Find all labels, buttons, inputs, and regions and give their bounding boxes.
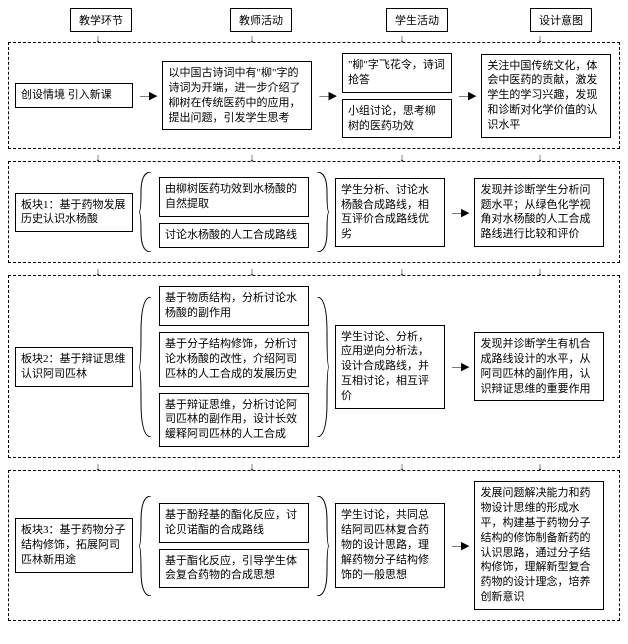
student-block3: 学生讨论，共同总结阿司匹林复合药物的设计思路，理解药物分子结构修饰的一般思想 [335, 503, 445, 587]
phase-block3: 板块3：基于药物分子结构修饰，拓展阿司匹林新用途 [15, 518, 133, 573]
arrow-icon: —▶ [458, 89, 475, 102]
brace-close-icon [315, 297, 329, 437]
section-block2: 板块2：基于辩证思维认识阿司匹林 基于物质结构，分析讨论水杨酸的副作用 基于分子… [8, 275, 620, 458]
teacher-block1-a: 由柳树医药功效到水杨酸的自然提取 [159, 177, 309, 217]
teacher-intro: 以中国古诗词中有"柳"字的诗词为开端，进一步介绍了柳树在传统医药中的应用，提出问… [162, 61, 312, 130]
phase-block2: 板块2：基于辩证思维认识阿司匹林 [15, 347, 133, 387]
student-intro-group: "柳"字飞花令，诗词抢答 小组讨论，思考柳树的医药功效 [342, 53, 452, 138]
student-block2: 学生讨论、分析，应用逆向分析法，设计合成路线，并互相讨论，相互评价 [335, 325, 445, 409]
teacher-block2-c: 基于辩证思维，分析讨论阿司匹林的副作用，设计长效缓释阿司匹林的人工合成 [159, 393, 309, 448]
arrow-icon: —▶ [451, 206, 468, 219]
brace-close-icon [315, 172, 329, 252]
phase-block1: 板块1：基于药物发展历史认识水杨酸 [15, 193, 133, 233]
brace-open-icon [139, 172, 153, 252]
intent-block3: 发展问题解决能力和药物设计思维的形成水平，构建基于药物分子结构的修饰制备新药的认… [474, 481, 604, 610]
phase-intro: 创设情境 引入新课 [15, 83, 133, 108]
section-intro: 创设情境 引入新课 —▶ 以中国古诗词中有"柳"字的诗词为开端，进一步介绍了柳树… [8, 42, 620, 149]
intent-block1: 发现并诊断学生分析问题水平；从绿色化学视角对水杨酸的人工合成路线进行比较和评价 [474, 178, 604, 247]
header-teacher-activity: 教师活动 [230, 8, 292, 32]
brace-open-icon [139, 297, 153, 437]
arrow-icon: —▶ [318, 89, 335, 102]
section-block1: 板块1：基于药物发展历史认识水杨酸 由柳树医药功效到水杨酸的自然提取 讨论水杨酸… [8, 161, 620, 263]
teacher-block3-group: 基于酚羟基的酯化反应，讨论贝诺酯的合成路线 基于酯化反应，引导学生体会复合药物的… [159, 503, 309, 588]
teacher-block3-a: 基于酚羟基的酯化反应，讨论贝诺酯的合成路线 [159, 503, 309, 543]
teacher-block2-a: 基于物质结构，分析讨论水杨酸的副作用 [159, 286, 309, 326]
teacher-block2-group: 基于物质结构，分析讨论水杨酸的副作用 基于分子结构修饰，分析讨论水杨酸的改性，介… [159, 286, 309, 447]
section-block3: 板块3：基于药物分子结构修饰，拓展阿司匹林新用途 基于酚羟基的酯化反应，讨论贝诺… [8, 470, 620, 621]
teacher-block2-b: 基于分子结构修饰，分析讨论水杨酸的改性，介绍阿司匹林的人工合成的发展历史 [159, 332, 309, 387]
header-design-intent: 设计意图 [530, 8, 592, 32]
header-teaching-phase: 教学环节 [70, 8, 132, 32]
header-student-activity: 学生活动 [386, 8, 448, 32]
student-block1: 学生分析、讨论水杨酸合成路线，相互评价合成路线优劣 [335, 178, 445, 247]
arrow-icon: —▶ [451, 539, 468, 552]
teacher-block3-b: 基于酯化反应，引导学生体会复合药物的合成思想 [159, 549, 309, 589]
student-intro-b: 小组讨论，思考柳树的医药功效 [342, 99, 452, 139]
arrow-icon: —▶ [139, 89, 156, 102]
teacher-block1-b: 讨论水杨酸的人工合成路线 [159, 223, 309, 248]
intent-intro: 关注中国传统文化，体会中医药的贡献，激发学生的学习兴趣，发现和诊断对化学价值的认… [481, 54, 611, 138]
student-intro-a: "柳"字飞花令，诗词抢答 [342, 53, 452, 93]
arrow-icon: —▶ [451, 360, 468, 373]
brace-open-icon [139, 496, 153, 596]
intent-block2: 发现并诊断学生有机合成路线设计的水平，从阿司匹林的副作用，认识辩证思维的重要作用 [474, 332, 604, 401]
brace-close-icon [315, 496, 329, 596]
teacher-block1-group: 由柳树医药功效到水杨酸的自然提取 讨论水杨酸的人工合成路线 [159, 177, 309, 248]
column-headers: 教学环节 教师活动 学生活动 设计意图 [8, 8, 620, 32]
